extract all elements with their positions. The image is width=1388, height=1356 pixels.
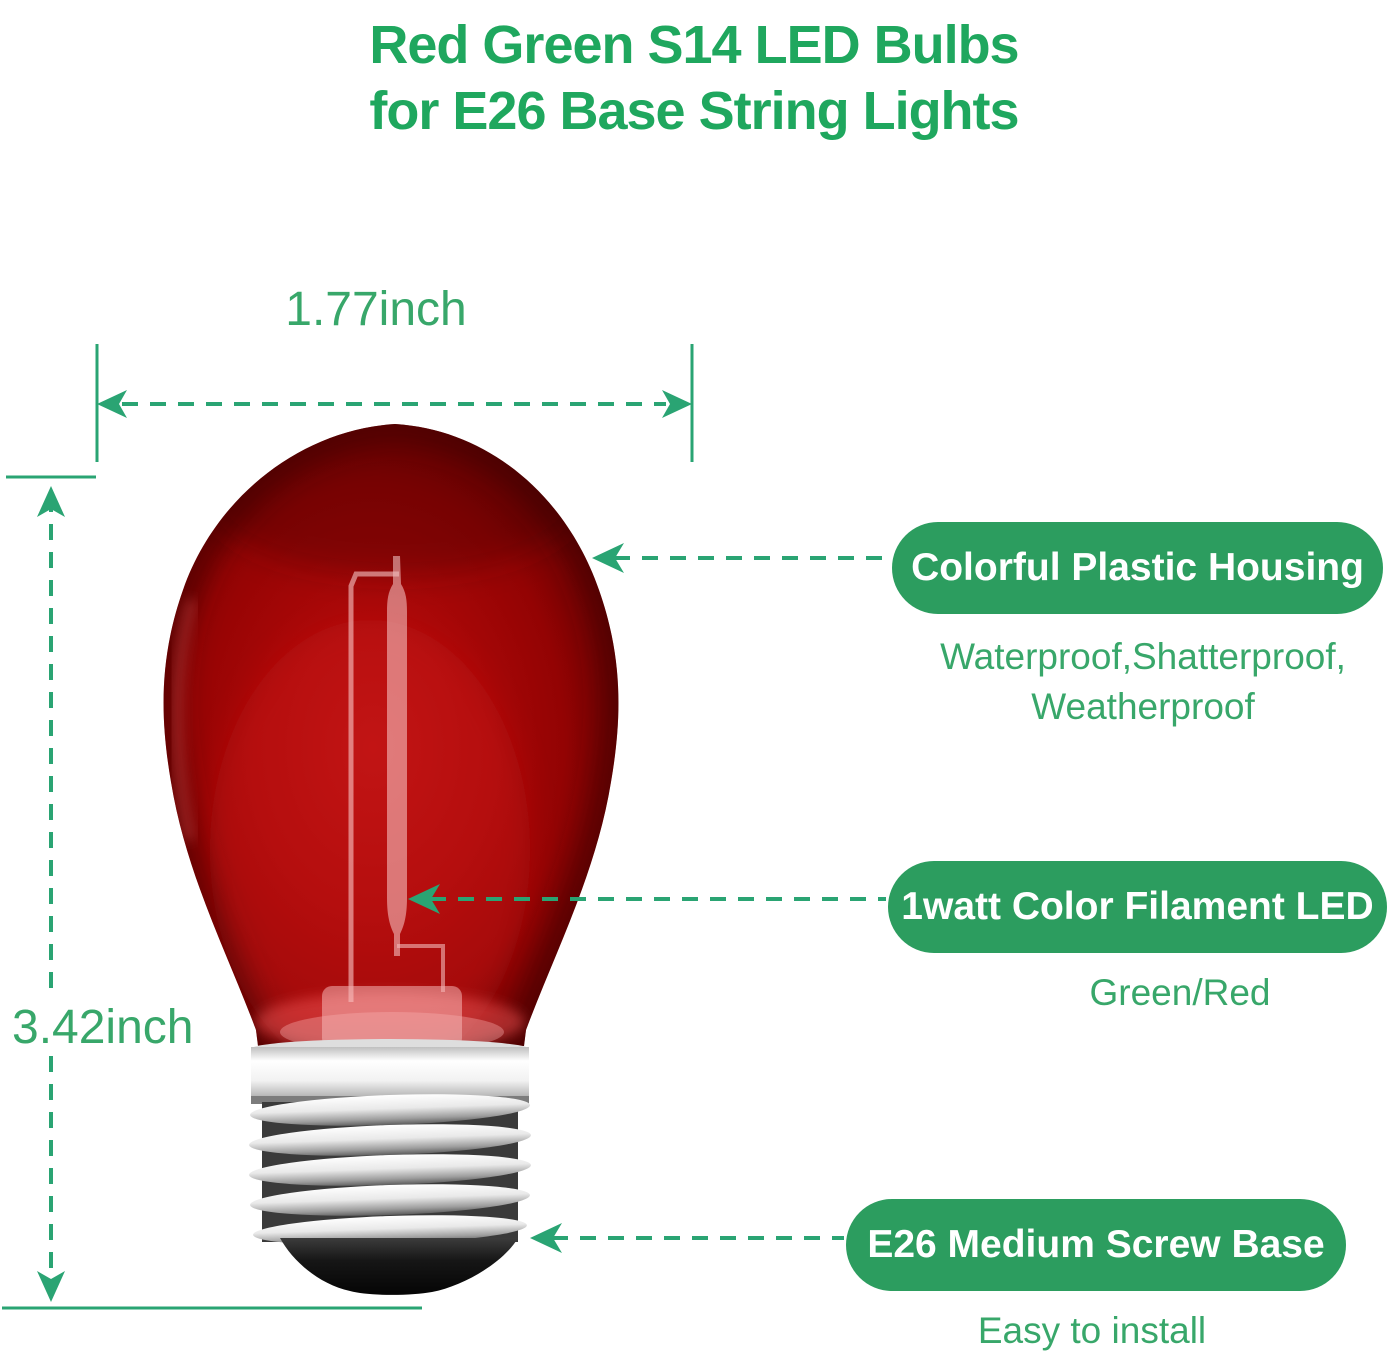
- callout-filament-subtitle: Green/Red: [1030, 968, 1330, 1018]
- width-dimension: [95, 344, 694, 462]
- callout-housing-subtitle: Waterproof,Shatterproof, Weatherproof: [893, 632, 1388, 732]
- title-line-2: for E26 Base String Lights: [369, 81, 1019, 141]
- callout-filament-label: 1watt Color Filament LED: [901, 885, 1374, 928]
- callout-filament-subtitle-line1: Green/Red: [1089, 972, 1271, 1013]
- housing-arrow-icon: [592, 543, 624, 573]
- dim-arrow-right-icon: [662, 390, 692, 418]
- callout-base: E26 Medium Screw Base: [846, 1199, 1346, 1291]
- height-dimension: [2, 475, 422, 1310]
- callout-housing: Colorful Plastic Housing: [892, 522, 1383, 614]
- callout-base-subtitle: Easy to install: [942, 1306, 1242, 1356]
- page-title: Red Green S14 LED Bulbs for E26 Base Str…: [0, 12, 1388, 144]
- callout-housing-subtitle-line1: Waterproof,Shatterproof,: [940, 636, 1346, 677]
- dim-arrow-up-icon: [37, 486, 65, 517]
- title-line-1: Red Green S14 LED Bulbs: [369, 15, 1019, 75]
- callout-filament: 1watt Color Filament LED: [888, 861, 1387, 953]
- dim-arrow-left-icon: [97, 390, 127, 418]
- bulb-glass: [163, 424, 619, 1052]
- callout-housing-label: Colorful Plastic Housing: [911, 546, 1364, 589]
- base-arrow-icon: [530, 1223, 562, 1253]
- filament-arrow-icon: [408, 884, 440, 914]
- e26-screw-base: [249, 1039, 531, 1295]
- height-dimension-label: 3.42inch: [4, 1000, 202, 1055]
- width-dimension-label: 1.77inch: [285, 283, 467, 336]
- base-contact-tip: [280, 1238, 518, 1295]
- callout-housing-subtitle-line2: Weatherproof: [1031, 686, 1255, 727]
- callout-arrows: [408, 543, 890, 1253]
- screw-threads: [249, 1094, 531, 1245]
- dim-arrow-down-icon: [37, 1271, 65, 1302]
- callout-base-subtitle-line1: Easy to install: [977, 1310, 1207, 1351]
- callout-base-label: E26 Medium Screw Base: [867, 1223, 1325, 1266]
